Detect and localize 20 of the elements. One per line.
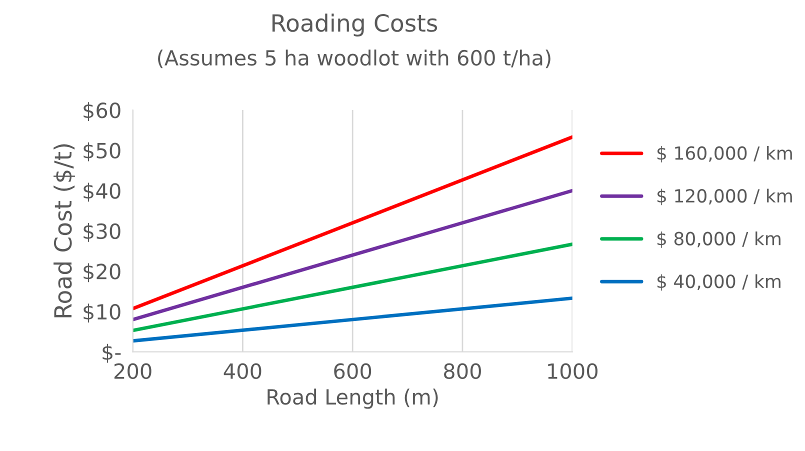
x-tick-label: 600 [334, 363, 372, 380]
legend-label: $ 160,000 / km [657, 146, 792, 162]
y-tick-label: $60 [84, 102, 120, 122]
x-axis-title: Road Length (m) [268, 388, 438, 409]
x-tick-label: 800 [444, 363, 481, 380]
chart-title: Roading Costs [272, 14, 438, 36]
legend-label: $ 80,000 / km [657, 231, 780, 248]
legend-label: $ 40,000 / km [657, 274, 780, 291]
y-tick-label: $40 [84, 182, 120, 202]
y-tick-label: $- [102, 344, 121, 363]
legend-label: $ 120,000 / km [657, 188, 792, 206]
y-tick-label: $50 [84, 142, 120, 162]
y-tick-label: $10 [84, 304, 120, 322]
y-tick-label: $30 [84, 222, 120, 242]
x-tick-label: 1000 [548, 363, 598, 380]
x-tick-label: 200 [114, 363, 152, 380]
chart-subtitle: (Assumes 5 ha woodlot with 600 t/ha) [158, 50, 550, 68]
x-tick-label: 400 [224, 363, 262, 380]
y-tick-label: $20 [84, 263, 120, 282]
y-axis-title: Road Cost ($/t) [54, 144, 75, 318]
